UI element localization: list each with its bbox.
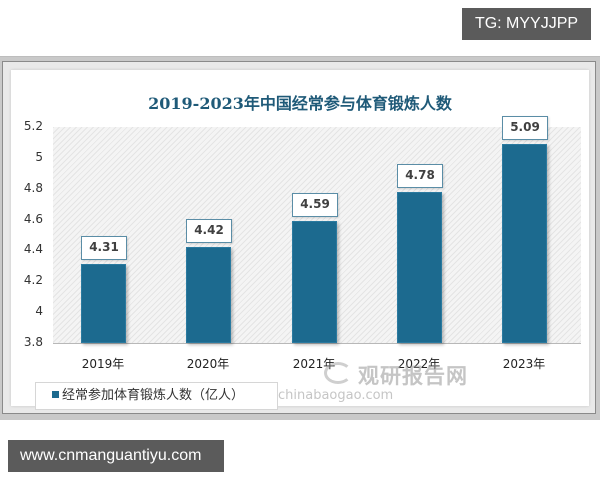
x-tick-2023: 2023年 [502, 357, 546, 371]
y-tick: 5 [35, 150, 43, 164]
x-tick-2022: 2022年 [397, 357, 441, 371]
chart-legend: 经常参加体育锻炼人数（亿人） [35, 382, 278, 410]
chart-frame: 2019-2023年中国经常参与体育锻炼人数 5.2 5 4.8 4.6 4.4… [0, 56, 600, 420]
x-tick-2019: 2019年 [81, 357, 125, 371]
chart-card: 2019-2023年中国经常参与体育锻炼人数 5.2 5 4.8 4.6 4.4… [11, 70, 589, 410]
chart-frame-inner: 2019-2023年中国经常参与体育锻炼人数 5.2 5 4.8 4.6 4.4… [2, 61, 596, 414]
watermark-cn-text: 观研报告网 [358, 364, 468, 388]
watermark-logo-icon [324, 362, 352, 384]
y-tick: 4.8 [23, 181, 43, 195]
bar-2022[interactable] [397, 192, 442, 343]
legend-swatch-icon [52, 391, 59, 398]
y-tick: 3.8 [23, 335, 43, 349]
chart-title: 2019-2023年中国经常参与体育锻炼人数 [148, 94, 452, 113]
value-label-2019: 4.31 [81, 236, 127, 260]
bar-2020[interactable] [186, 247, 231, 343]
value-label-2020: 4.42 [186, 219, 232, 243]
value-label-2021: 4.59 [292, 193, 338, 217]
watermark: 观研报告网 chinabaogao.com [278, 360, 588, 410]
telegram-tag-overlay: TG: MYYJJPP [462, 8, 591, 40]
y-tick: 4.2 [23, 273, 43, 287]
website-tag-overlay: www.cnmanguantiyu.com [8, 440, 224, 472]
y-tick: 4.6 [23, 212, 43, 226]
value-label-2022: 4.78 [397, 164, 443, 188]
bar-2023[interactable] [502, 144, 547, 343]
y-tick: 4 [35, 304, 43, 318]
x-axis-line [53, 343, 581, 344]
value-label-2023: 5.09 [502, 116, 548, 140]
y-tick: 4.4 [23, 242, 43, 256]
bar-2019[interactable] [81, 264, 126, 343]
x-tick-2020: 2020年 [186, 357, 230, 371]
legend-label: 经常参加体育锻炼人数（亿人） [62, 388, 245, 403]
y-tick: 5.2 [23, 119, 43, 133]
bar-2021[interactable] [292, 221, 337, 343]
watermark-en-text: chinabaogao.com [278, 388, 394, 403]
